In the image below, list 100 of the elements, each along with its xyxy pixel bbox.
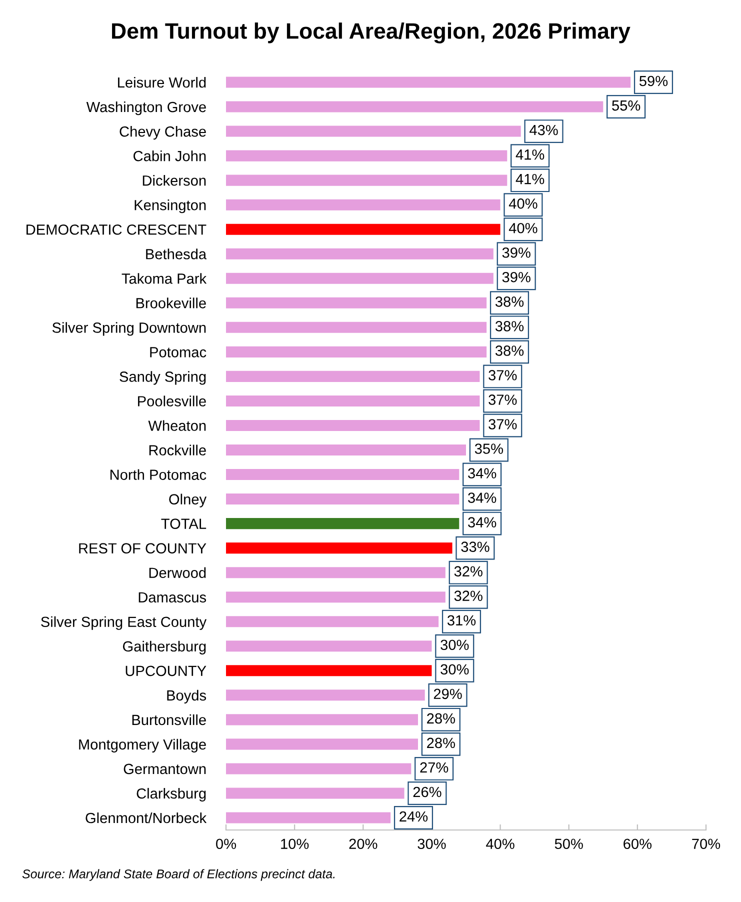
bar (226, 690, 425, 701)
bar (226, 150, 508, 162)
bar (226, 76, 631, 88)
data-label: 32% (454, 590, 482, 602)
y-tick-label: Silver Spring East County (41, 616, 207, 630)
data-label: 59% (639, 76, 668, 86)
bar (226, 592, 446, 603)
data-label: 32% (454, 566, 482, 576)
y-tick-label: Kensington (134, 200, 206, 214)
data-label: 27% (420, 762, 448, 773)
bar (226, 224, 500, 235)
y-tick-label: Takoma Park (122, 273, 207, 284)
bar (226, 469, 460, 480)
data-label: 55% (612, 100, 640, 111)
x-tick-label: 60% (624, 838, 652, 850)
data-label: 37% (488, 370, 517, 380)
y-tick-label: Sandy Spring (120, 371, 206, 385)
x-tick-label: 20% (349, 838, 378, 850)
data-label: 40% (508, 222, 538, 234)
y-tick-label: Gaithersburg (122, 640, 206, 654)
y-tick-label: Silver Spring Downtown (52, 322, 206, 336)
data-label: 35% (474, 444, 504, 454)
y-tick-label: Damascus (138, 592, 206, 603)
y-tick-label: Brookeville (136, 298, 206, 308)
data-label: 33% (461, 542, 490, 552)
data-label: 38% (495, 321, 524, 332)
bar (226, 370, 480, 382)
y-tick-label: Poolesville (138, 396, 206, 406)
x-tick-label: 40% (486, 838, 514, 850)
y-tick-label: Wheaton (148, 420, 206, 431)
data-label: 39% (502, 272, 530, 282)
bar (226, 640, 432, 652)
data-label: 26% (413, 786, 442, 798)
bar (226, 174, 508, 186)
data-label: 38% (495, 296, 524, 307)
data-label: 24% (400, 811, 428, 822)
x-tick-label: 30% (418, 838, 446, 850)
data-label: 41% (516, 174, 544, 184)
bar (226, 248, 494, 260)
data-label: 34% (468, 517, 496, 528)
y-tick-label: Burtonsville (132, 714, 206, 726)
bar (226, 199, 500, 210)
data-label: 39% (502, 247, 530, 258)
chart-title: Dem Turnout by Local Area/Region, 2026 Primary (112, 22, 630, 44)
y-tick-label: Germantown (124, 764, 206, 774)
y-tick-label: Clarksburg (136, 788, 206, 802)
bar (226, 494, 460, 505)
y-tick-label: UPCOUNTY (126, 666, 206, 676)
y-tick-label: Cabin John (134, 150, 206, 162)
y-tick-label: Rockville (149, 444, 206, 456)
bar (226, 395, 480, 406)
x-tick-label: 10% (281, 838, 309, 850)
data-label: 40% (508, 198, 538, 209)
y-tick-label: Leisure World (118, 76, 206, 88)
data-label: 38% (495, 346, 524, 356)
x-tick-label: 0% (216, 838, 236, 850)
bar (226, 444, 466, 456)
bar (226, 346, 487, 358)
y-tick-label: Bethesda (146, 248, 207, 260)
y-tick-label: Dickerson (142, 175, 206, 186)
bar (226, 126, 521, 137)
data-label: 37% (488, 419, 517, 430)
y-tick-label: Derwood (149, 567, 206, 578)
source-note: Source: Maryland State Board of Elections precinct data. (22, 869, 335, 881)
bar (226, 738, 418, 750)
x-tick-label: 50% (554, 838, 583, 850)
bar (226, 297, 487, 308)
bar (226, 616, 439, 628)
data-label: 28% (427, 738, 456, 748)
y-tick-label: REST OF COUNTY (79, 543, 206, 554)
bar (226, 420, 480, 431)
y-tick-label: Boyds (167, 690, 206, 704)
y-tick-label: TOTAL (161, 518, 206, 529)
data-label: 31% (447, 615, 476, 626)
y-tick-label: Washington Grove (86, 101, 206, 116)
bar (226, 763, 412, 774)
bar (226, 101, 604, 112)
y-tick-label: DEMOCRATIC CRESCENT (26, 224, 206, 235)
bar (226, 322, 487, 333)
y-tick-label: Glenmont/Norbeck (86, 812, 207, 824)
data-label: 43% (530, 124, 558, 136)
data-label: 34% (468, 492, 496, 503)
bar (226, 518, 460, 530)
bar (226, 567, 446, 578)
data-label: 28% (427, 713, 456, 724)
bar (226, 665, 432, 676)
bar (226, 812, 391, 824)
data-label: 30% (440, 664, 469, 675)
x-tick-label: 70% (692, 838, 720, 850)
data-label: 41% (516, 149, 544, 160)
data-label: 30% (440, 640, 469, 650)
data-label: 29% (434, 688, 462, 700)
data-label: 34% (468, 468, 496, 478)
data-label: 37% (488, 394, 517, 405)
bar (226, 272, 494, 284)
y-tick-label: Chevy Chase (120, 126, 206, 140)
y-tick-label: North Potomac (110, 469, 206, 480)
bar (226, 788, 404, 799)
bar (226, 542, 452, 554)
y-tick-label: Montgomery Village (79, 738, 206, 753)
